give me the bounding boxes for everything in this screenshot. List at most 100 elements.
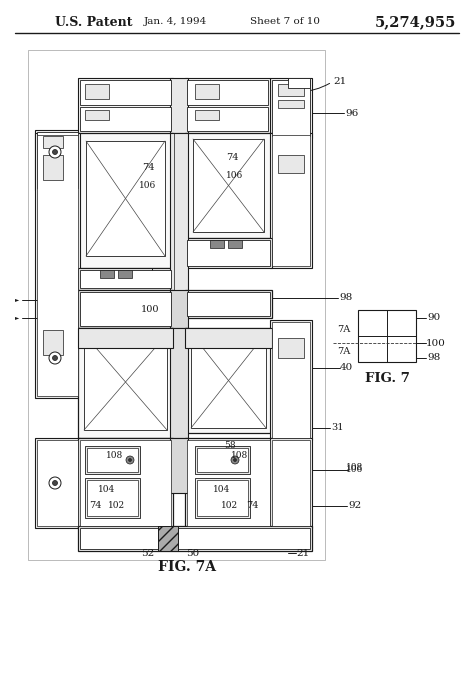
Text: Jan. 4, 1994: Jan. 4, 1994 — [143, 17, 207, 26]
Bar — [185, 328, 272, 433]
Bar — [187, 292, 270, 316]
Bar — [272, 322, 310, 438]
Bar — [78, 268, 173, 290]
Bar — [210, 240, 224, 248]
Text: 108: 108 — [106, 452, 124, 461]
Bar — [80, 440, 171, 526]
Bar — [228, 240, 242, 248]
Text: 7A: 7A — [337, 326, 351, 335]
Bar — [195, 478, 250, 518]
Bar — [78, 438, 173, 528]
Bar — [80, 80, 171, 105]
Text: 40: 40 — [339, 363, 353, 372]
Text: ►: ► — [15, 315, 19, 320]
Text: Sheet 7 of 10: Sheet 7 of 10 — [250, 17, 320, 26]
Text: 102: 102 — [109, 502, 126, 510]
Circle shape — [128, 459, 131, 461]
Bar — [78, 290, 173, 328]
Bar — [86, 141, 165, 256]
Bar — [272, 135, 310, 266]
Bar — [272, 80, 310, 136]
Text: 74: 74 — [89, 502, 101, 510]
Text: 7A: 7A — [337, 347, 351, 356]
Circle shape — [49, 477, 61, 489]
Bar — [358, 310, 416, 362]
Bar — [35, 133, 80, 398]
Bar — [195, 446, 250, 474]
Bar — [197, 480, 248, 516]
Text: 98: 98 — [428, 354, 441, 363]
Bar — [118, 270, 132, 278]
Circle shape — [231, 456, 239, 464]
Circle shape — [53, 356, 57, 361]
Text: 98: 98 — [339, 294, 353, 303]
Bar — [170, 290, 188, 328]
Circle shape — [234, 459, 237, 461]
Text: 106: 106 — [346, 466, 364, 475]
Bar — [278, 155, 304, 173]
Text: FIG. 7A: FIG. 7A — [158, 560, 216, 574]
Bar — [78, 526, 312, 551]
Text: 106: 106 — [139, 180, 156, 189]
Bar — [170, 78, 188, 133]
Circle shape — [126, 456, 134, 464]
Bar — [187, 80, 268, 105]
Text: ►: ► — [15, 297, 19, 303]
Bar — [43, 330, 63, 355]
Bar — [78, 328, 173, 438]
Bar — [270, 320, 312, 440]
Text: FIG. 7: FIG. 7 — [365, 372, 410, 384]
Bar — [80, 292, 171, 326]
Bar — [170, 328, 188, 438]
Bar — [278, 100, 304, 108]
Bar — [185, 290, 272, 318]
Bar — [193, 139, 264, 232]
Bar — [87, 480, 138, 516]
Bar — [278, 338, 304, 358]
Circle shape — [49, 146, 61, 158]
Text: 100: 100 — [141, 306, 159, 315]
Text: 50: 50 — [186, 548, 200, 557]
Bar — [37, 440, 78, 526]
Bar — [187, 440, 270, 526]
Bar — [37, 132, 78, 188]
Text: 74: 74 — [226, 154, 238, 162]
Bar — [78, 78, 173, 133]
Bar — [80, 270, 171, 288]
Bar — [185, 78, 270, 133]
Bar — [185, 133, 272, 238]
Circle shape — [49, 352, 61, 364]
Bar — [78, 328, 173, 348]
Bar — [278, 84, 304, 96]
Text: 31: 31 — [332, 423, 344, 432]
Bar — [195, 110, 219, 120]
Bar — [191, 333, 266, 428]
Bar — [43, 155, 63, 180]
Text: 21: 21 — [296, 548, 310, 557]
Bar — [187, 107, 268, 131]
Bar — [270, 133, 312, 268]
Text: 106: 106 — [227, 171, 244, 180]
Bar — [158, 526, 178, 551]
Bar — [85, 84, 109, 99]
Bar — [185, 328, 272, 348]
Text: 58: 58 — [224, 441, 236, 450]
Bar — [85, 478, 140, 518]
Bar — [28, 50, 325, 560]
Bar — [197, 448, 248, 472]
Bar — [195, 84, 219, 99]
Bar — [100, 270, 114, 278]
Bar — [84, 334, 167, 430]
Text: U.S. Patent: U.S. Patent — [55, 15, 133, 29]
Bar — [185, 238, 272, 268]
Bar — [288, 78, 310, 88]
Circle shape — [53, 150, 57, 155]
Text: 108: 108 — [231, 452, 249, 461]
Text: 92: 92 — [348, 502, 362, 510]
Text: 21: 21 — [333, 77, 346, 86]
Bar — [87, 448, 138, 472]
Bar — [43, 136, 63, 148]
Text: 52: 52 — [141, 548, 155, 557]
Bar — [35, 130, 80, 190]
Text: 100: 100 — [426, 338, 446, 347]
